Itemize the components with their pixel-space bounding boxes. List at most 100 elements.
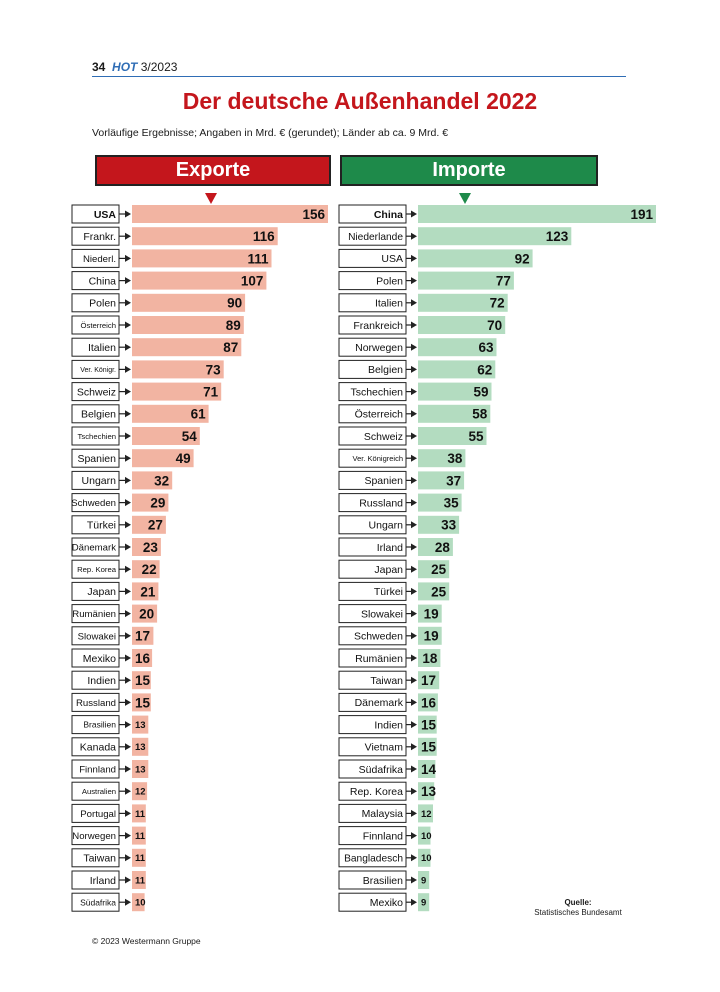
export-country-label: Österreich bbox=[81, 321, 116, 330]
export-country-label: Brasilien bbox=[83, 720, 116, 730]
export-country-label: Indien bbox=[87, 675, 116, 687]
import-country-label: Rumänien bbox=[355, 653, 403, 665]
export-arrow-head bbox=[125, 210, 131, 218]
import-value-label: 15 bbox=[421, 718, 437, 733]
export-country-label: Irland bbox=[90, 875, 116, 887]
export-bar bbox=[132, 515, 166, 534]
export-value-label: 13 bbox=[135, 742, 146, 753]
export-arrow-head bbox=[125, 610, 131, 618]
export-value-label: 11 bbox=[135, 831, 146, 842]
export-bar bbox=[132, 848, 146, 867]
import-arrow-head bbox=[411, 809, 417, 817]
import-arrow-head bbox=[411, 454, 417, 462]
export-arrow-head bbox=[125, 743, 131, 751]
import-bar bbox=[418, 826, 431, 845]
import-arrow-head bbox=[411, 388, 417, 396]
export-country-label: Taiwan bbox=[83, 853, 116, 865]
export-country-label: Polen bbox=[89, 298, 116, 310]
import-arrow-head bbox=[411, 365, 417, 373]
export-value-label: 10 bbox=[135, 898, 146, 909]
import-country-label: Russland bbox=[359, 497, 403, 509]
import-arrow-head bbox=[411, 277, 417, 285]
import-value-label: 17 bbox=[421, 673, 436, 688]
export-bar bbox=[132, 582, 159, 601]
import-value-label: 38 bbox=[447, 451, 463, 466]
export-value-label: 23 bbox=[143, 540, 159, 555]
export-arrow-head bbox=[125, 432, 131, 440]
export-country-label: Ver. Königr. bbox=[80, 367, 116, 374]
import-country-label: Taiwan bbox=[370, 675, 403, 687]
export-arrow-head bbox=[125, 254, 131, 262]
export-bar bbox=[132, 737, 149, 756]
export-bar bbox=[132, 871, 146, 889]
export-bar bbox=[132, 249, 272, 268]
export-arrow-head bbox=[125, 476, 131, 484]
export-arrow-head bbox=[125, 299, 131, 307]
import-bar bbox=[418, 360, 496, 379]
export-value-label: 21 bbox=[140, 584, 156, 599]
export-country-label: Türkei bbox=[87, 520, 116, 532]
import-country-label: Italien bbox=[375, 298, 403, 310]
export-value-label: 15 bbox=[135, 673, 151, 688]
import-bar bbox=[418, 848, 431, 867]
export-bar bbox=[132, 893, 145, 912]
import-country-label: Rep. Korea bbox=[350, 786, 403, 798]
export-bar bbox=[132, 493, 169, 512]
import-bar bbox=[418, 316, 506, 334]
export-value-label: 90 bbox=[227, 296, 242, 311]
page-title: Der deutsche Außenhandel 2022 bbox=[182, 88, 538, 114]
import-country-label: Türkei bbox=[374, 586, 403, 598]
import-arrow-head bbox=[411, 743, 417, 751]
export-country-label: Südafrika bbox=[80, 897, 116, 907]
import-country-label: Ungarn bbox=[369, 520, 404, 532]
import-value-label: 123 bbox=[546, 229, 569, 244]
import-bar bbox=[418, 249, 533, 268]
export-value-label: 22 bbox=[142, 562, 157, 577]
import-value-label: 35 bbox=[444, 496, 460, 511]
import-country-label: China bbox=[374, 209, 403, 221]
import-bar bbox=[418, 893, 430, 912]
export-value-label: 89 bbox=[226, 318, 241, 333]
import-country-label: Mexiko bbox=[370, 897, 403, 909]
import-bar bbox=[418, 560, 450, 579]
import-country-label: Belgien bbox=[368, 364, 403, 376]
import-arrow-head bbox=[411, 410, 417, 418]
export-value-label: 20 bbox=[139, 607, 154, 622]
import-value-label: 28 bbox=[435, 540, 451, 555]
export-value-label: 49 bbox=[176, 451, 191, 466]
export-arrow-head bbox=[125, 876, 131, 884]
export-country-label: Italien bbox=[88, 342, 116, 354]
import-arrow-head bbox=[411, 610, 417, 618]
import-value-label: 25 bbox=[431, 584, 447, 599]
import-bar bbox=[418, 382, 492, 401]
export-country-label: Japan bbox=[87, 586, 116, 598]
export-bar bbox=[132, 471, 173, 490]
import-value-label: 12 bbox=[421, 809, 432, 820]
import-country-label: Südafrika bbox=[359, 764, 404, 776]
source-note: Quelle: Statistisches Bundesamt bbox=[520, 898, 636, 918]
export-value-label: 156 bbox=[302, 207, 325, 222]
exports-banner-pointer bbox=[205, 193, 217, 204]
import-arrow-head bbox=[411, 854, 417, 862]
export-bar bbox=[132, 538, 161, 556]
export-arrow-head bbox=[125, 543, 131, 551]
export-bar bbox=[132, 649, 153, 667]
import-bar bbox=[418, 715, 437, 734]
export-bar bbox=[132, 227, 278, 246]
import-bar bbox=[418, 649, 441, 667]
export-value-label: 71 bbox=[203, 385, 219, 400]
import-value-label: 72 bbox=[490, 296, 505, 311]
export-arrow-head bbox=[125, 721, 131, 729]
export-arrow-head bbox=[125, 321, 131, 329]
import-country-label: Bangladesch bbox=[344, 853, 403, 864]
import-value-label: 59 bbox=[473, 385, 488, 400]
export-bar bbox=[132, 449, 194, 468]
import-value-label: 14 bbox=[421, 762, 437, 777]
export-arrow-head bbox=[125, 388, 131, 396]
import-bar bbox=[418, 782, 435, 801]
export-value-label: 15 bbox=[135, 695, 151, 710]
import-bar bbox=[418, 626, 442, 645]
import-arrow-head bbox=[411, 832, 417, 840]
import-value-label: 10 bbox=[421, 831, 432, 842]
export-arrow-head bbox=[125, 343, 131, 351]
